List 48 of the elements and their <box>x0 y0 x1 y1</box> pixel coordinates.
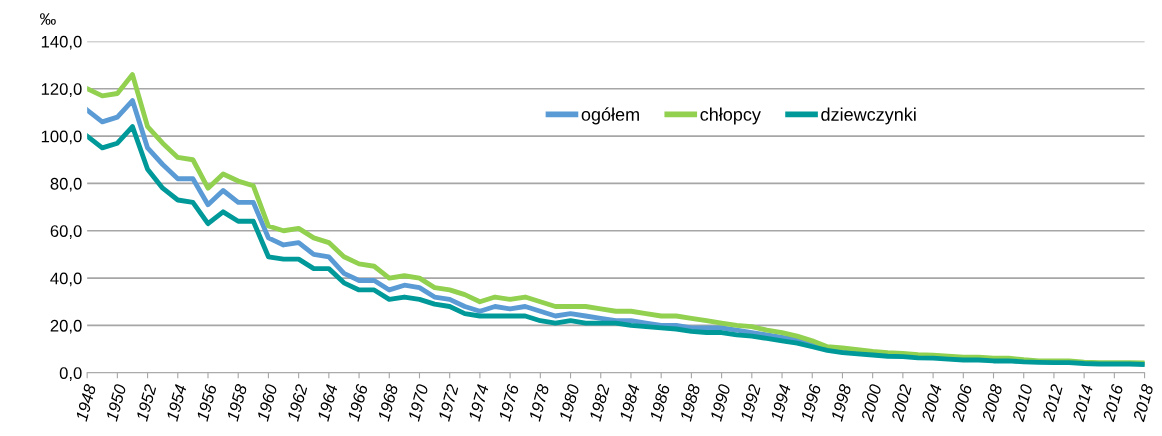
x-tick-label: 2012 <box>1042 383 1063 423</box>
x-tick-label: 1960 <box>256 383 278 422</box>
y-axis-title: ‰ <box>40 13 56 25</box>
x-tick-label: 1990 <box>709 383 731 422</box>
y-tick-label: 120,0 <box>41 83 82 97</box>
x-tick-label: 1996 <box>800 383 822 422</box>
x-tick-label: 1948 <box>75 383 97 422</box>
x-tick-label: 1982 <box>588 383 610 422</box>
x-tick-label: 2002 <box>890 383 912 423</box>
x-tick-label: 2008 <box>981 383 1003 423</box>
x-tick-label: 2010 <box>1011 383 1033 423</box>
x-tick-label: 1986 <box>649 383 671 422</box>
x-tick-label: 2004 <box>921 383 943 423</box>
x-tick-label: 1994 <box>770 383 791 422</box>
legend-label: dziewczynki <box>821 107 916 125</box>
x-tick-label: 1976 <box>498 383 520 422</box>
x-tick-label: 1962 <box>286 383 308 422</box>
x-tick-label: 1958 <box>226 383 248 422</box>
x-tick-label: 1992 <box>740 383 761 422</box>
y-tick-label: 20,0 <box>50 319 82 334</box>
x-tick-label: 1952 <box>135 383 157 422</box>
x-tick-label: 1980 <box>558 383 580 422</box>
x-tick-label: 1970 <box>407 383 429 422</box>
x-tick-label: 1956 <box>196 383 218 422</box>
y-tick-label: 140,0 <box>41 35 82 50</box>
x-tick-label: 1966 <box>347 383 369 422</box>
x-tick-label: 2000 <box>860 383 882 423</box>
x-tick-label: 1984 <box>619 383 640 422</box>
x-tick-label: 1974 <box>468 383 489 422</box>
y-tick-label: 80,0 <box>50 177 82 192</box>
x-tick-label: 1954 <box>166 383 187 422</box>
y-tick-label: 60,0 <box>50 225 82 239</box>
x-tick-label: 1998 <box>830 383 852 422</box>
x-tick-label: 2014 <box>1072 383 1094 423</box>
x-tick-label: 2018 <box>1132 383 1154 423</box>
y-tick-label: 40,0 <box>50 272 82 287</box>
x-tick-label: 1978 <box>528 383 550 422</box>
y-tick-label: 100,0 <box>41 130 82 145</box>
legend-label: ogółem <box>581 107 639 125</box>
x-tick-label: 1988 <box>679 383 701 422</box>
legend-label: chłopcy <box>700 107 761 125</box>
x-tick-label: 2006 <box>951 383 973 423</box>
y-tick-label: 0,0 <box>59 367 82 381</box>
x-tick-label: 1964 <box>317 383 338 422</box>
x-tick-label: 1972 <box>437 383 459 422</box>
x-tick-label: 2016 <box>1102 383 1124 423</box>
x-tick-label: 1950 <box>105 383 127 422</box>
x-tick-label: 1968 <box>377 383 399 422</box>
